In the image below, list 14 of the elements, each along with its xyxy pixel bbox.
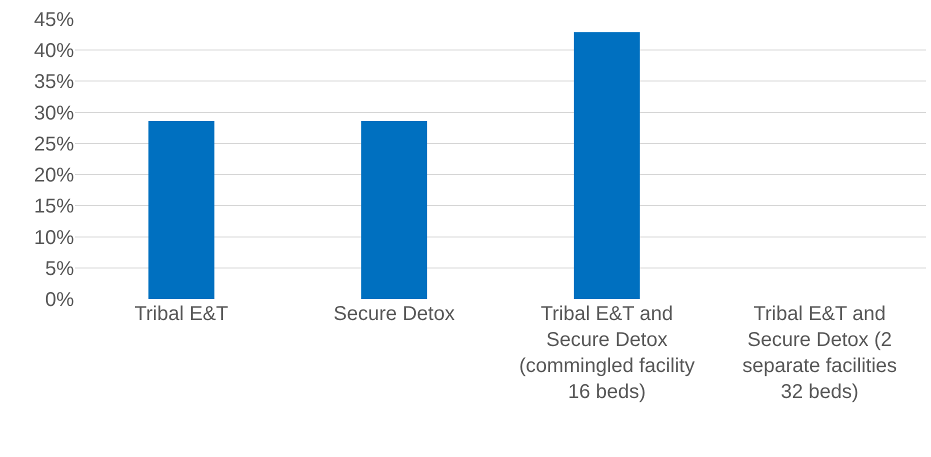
y-tick-label: 0% xyxy=(45,289,74,311)
y-tick-label: 10% xyxy=(34,226,74,249)
x-tick-label: Tribal E&T xyxy=(134,303,228,325)
y-tick-label: 35% xyxy=(34,71,74,94)
x-tick-label: Secure Detox xyxy=(334,303,455,325)
y-tick-label: 15% xyxy=(34,196,74,218)
y-tick-label: 45% xyxy=(34,9,74,31)
y-tick-label: 25% xyxy=(34,133,74,156)
x-tick-label: Tribal E&T and Secure Detox (2 separate facilities 32 beds) xyxy=(742,303,897,403)
y-tick-label: 5% xyxy=(45,258,74,280)
y-tick-label: 40% xyxy=(34,40,74,62)
y-tick-label: 30% xyxy=(34,102,74,124)
y-tick-label: 20% xyxy=(34,164,74,187)
x-tick-label: Tribal E&T and Secure Detox (commingled facility 16 beds) xyxy=(519,303,695,403)
